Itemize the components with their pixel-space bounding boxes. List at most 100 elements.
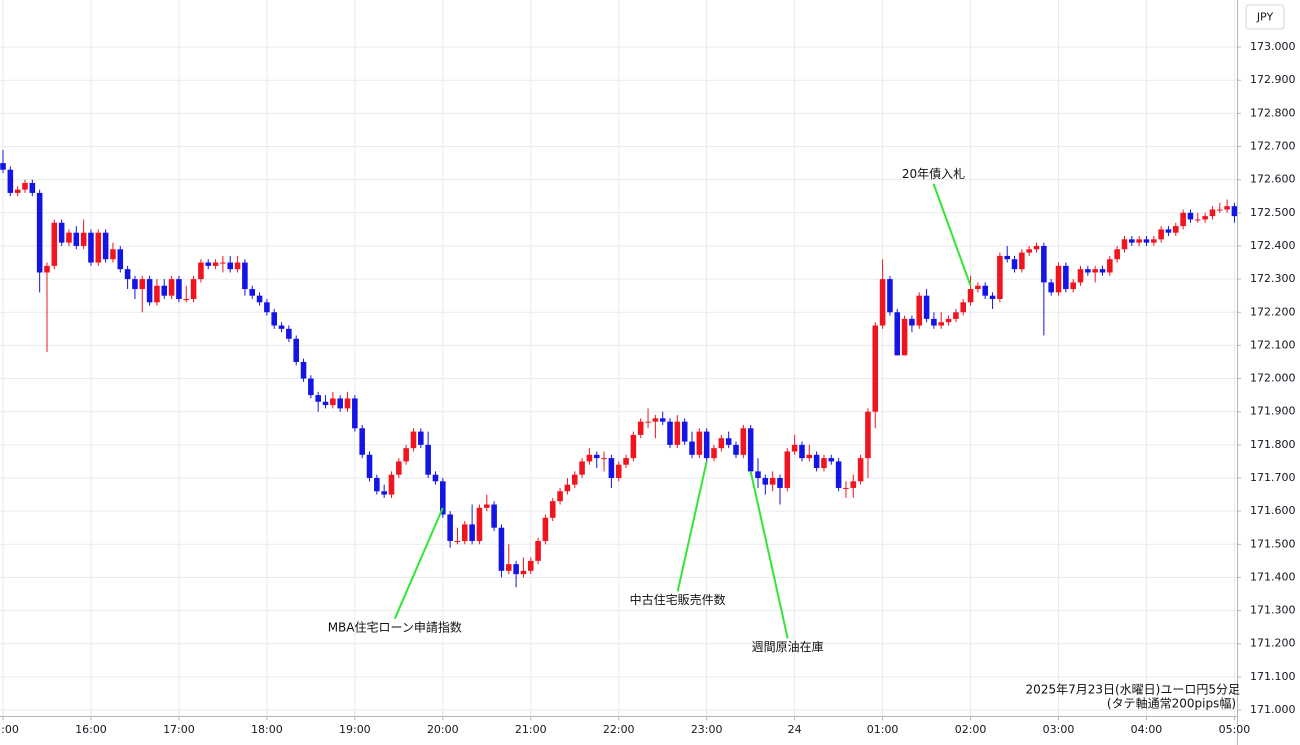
- candle-body: [1070, 282, 1076, 290]
- candle-body: [256, 295, 263, 303]
- candle-body: [1151, 239, 1157, 243]
- candle-body: [491, 504, 497, 528]
- candle-body: [146, 279, 153, 303]
- y-tick-label: 171.400: [1250, 570, 1296, 583]
- candle-body: [124, 269, 131, 280]
- candle-body: [681, 421, 688, 442]
- y-tick-label: 172.500: [1250, 206, 1296, 219]
- unit-box: [1245, 4, 1285, 30]
- candle-body: [1165, 229, 1172, 233]
- candle-body: [1041, 245, 1047, 283]
- annotation-text: 20年債入札: [902, 166, 965, 181]
- candle-body: [755, 471, 761, 478]
- candle-body: [813, 454, 820, 469]
- candle-body: [1114, 249, 1120, 260]
- candle-body: [1231, 206, 1238, 217]
- candle-body: [975, 285, 981, 290]
- candle-body: [396, 461, 402, 475]
- candle-body: [659, 418, 666, 422]
- y-tick-label: 171.000: [1250, 703, 1296, 716]
- candle-body: [14, 189, 21, 193]
- candle-body: [66, 232, 72, 243]
- candle-body: [330, 398, 336, 406]
- candle-body: [901, 318, 908, 356]
- candle-body: [483, 504, 490, 508]
- candle-body: [322, 401, 329, 406]
- candle-body: [520, 570, 527, 575]
- candle-body: [117, 249, 124, 270]
- candle-body: [821, 458, 827, 469]
- candle-body: [791, 444, 798, 452]
- x-tick-label: 19:00: [339, 723, 371, 736]
- candle-body: [381, 491, 387, 495]
- candle-body: [51, 222, 58, 266]
- candle-body: [505, 564, 512, 571]
- candle-body: [190, 279, 197, 299]
- candle-body: [835, 461, 842, 488]
- candle-body: [447, 514, 453, 541]
- candle-body: [593, 454, 600, 459]
- candle-body: [198, 262, 204, 280]
- candle-body: [674, 421, 681, 445]
- x-tick-label: 01:00: [867, 723, 899, 736]
- plot-area: [0, 0, 1238, 716]
- x-tick-label: 22:00: [603, 723, 635, 736]
- candle-body: [278, 325, 285, 329]
- y-tick-label: 173.000: [1250, 40, 1296, 53]
- candle-body: [242, 262, 248, 290]
- candle-body: [132, 279, 138, 290]
- candle-body: [718, 438, 725, 449]
- candle-body: [850, 481, 857, 488]
- candle-body: [571, 474, 578, 485]
- candle-body: [535, 540, 541, 561]
- candle-body: [1048, 282, 1054, 293]
- candle-body: [894, 312, 901, 356]
- candle-body: [205, 262, 212, 266]
- x-tick-label: 18:00: [251, 723, 283, 736]
- y-tick-label: 172.100: [1250, 338, 1296, 351]
- note: 2025年7月23日(水曜日)ユーロ円5分足: [1026, 683, 1240, 697]
- candle-body: [1216, 209, 1223, 211]
- candle-body: [249, 289, 256, 296]
- candle-body: [828, 458, 835, 462]
- candle-body: [293, 338, 299, 362]
- candle-body: [637, 421, 644, 435]
- candle-body: [784, 451, 791, 488]
- candle-body: [967, 289, 974, 303]
- candle-body: [725, 438, 732, 445]
- candle-body: [740, 428, 747, 455]
- candle-body: [1011, 259, 1018, 270]
- candle-body: [1187, 212, 1194, 220]
- candle-body: [1004, 255, 1010, 260]
- candle-body: [615, 464, 622, 478]
- candle-body: [403, 448, 409, 462]
- candle-body: [1085, 269, 1091, 273]
- candle-body: [139, 279, 146, 290]
- candle-body: [945, 318, 952, 323]
- candle-body: [630, 434, 637, 459]
- candle-body: [1143, 239, 1150, 243]
- y-tick-label: 171.300: [1250, 604, 1296, 617]
- candle-body: [1033, 245, 1040, 250]
- candle-body: [769, 477, 776, 485]
- candle-body: [374, 477, 380, 492]
- y-tick-label: 172.600: [1250, 173, 1296, 186]
- y-tick-label: 171.200: [1250, 637, 1296, 650]
- candle-body: [1026, 249, 1032, 253]
- candle-body: [623, 458, 629, 465]
- candle-body: [80, 232, 87, 246]
- candle-body: [73, 232, 80, 246]
- candle-body: [1092, 269, 1098, 273]
- y-tick-label: 172.000: [1250, 372, 1296, 385]
- candle-body: [102, 232, 109, 260]
- candle-body: [938, 322, 945, 326]
- y-tick-label: 172.900: [1250, 73, 1296, 86]
- candle-body: [923, 295, 930, 319]
- candle-body: [308, 378, 314, 396]
- x-tick-label: 03:00: [1043, 723, 1075, 736]
- candle-body: [989, 295, 996, 299]
- candle-body: [1136, 239, 1142, 243]
- candle-body: [1194, 219, 1201, 221]
